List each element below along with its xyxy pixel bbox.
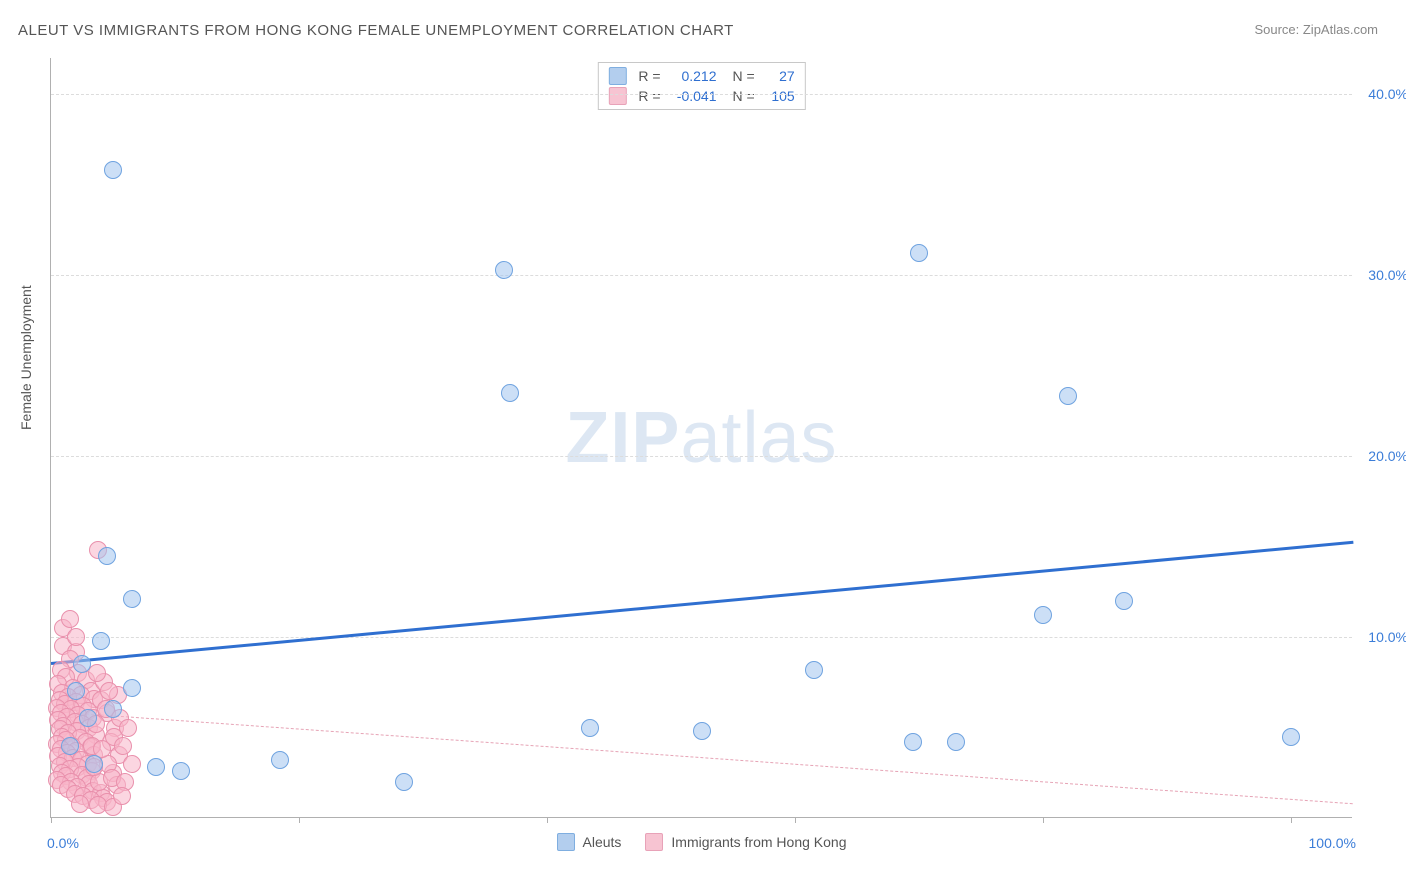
- data-point: [114, 737, 132, 755]
- data-point: [79, 709, 97, 727]
- y-tick-label: 20.0%: [1368, 448, 1406, 464]
- data-point: [123, 590, 141, 608]
- gridline: [51, 94, 1352, 95]
- data-point: [61, 737, 79, 755]
- swatch-pink-icon: [645, 833, 663, 851]
- x-tick: [547, 817, 548, 823]
- data-point: [123, 755, 141, 773]
- x-tick: [299, 817, 300, 823]
- r-label: R =: [638, 68, 660, 84]
- legend-row-hongkong: R = -0.041 N = 105: [608, 87, 794, 105]
- data-point: [61, 610, 79, 628]
- watermark: ZIPatlas: [565, 397, 837, 479]
- data-point: [495, 261, 513, 279]
- legend-label-aleuts: Aleuts: [583, 834, 622, 850]
- y-axis-label: Female Unemployment: [18, 285, 34, 430]
- r-value-hongkong: -0.041: [669, 88, 717, 104]
- data-point: [395, 773, 413, 791]
- x-tick-label-left: 0.0%: [47, 835, 79, 851]
- trend-line: [51, 541, 1353, 665]
- data-point: [172, 762, 190, 780]
- gridline: [51, 456, 1352, 457]
- data-point: [1115, 592, 1133, 610]
- watermark-light: atlas: [680, 398, 837, 478]
- data-point: [271, 751, 289, 769]
- legend-item-hongkong: Immigrants from Hong Kong: [645, 833, 846, 851]
- x-tick-label-right: 100.0%: [1309, 835, 1356, 851]
- n-value-hongkong: 105: [763, 88, 795, 104]
- data-point: [113, 787, 131, 805]
- n-label: N =: [733, 68, 755, 84]
- data-point: [92, 632, 110, 650]
- series-legend: Aleuts Immigrants from Hong Kong: [557, 833, 847, 851]
- y-tick-label: 40.0%: [1368, 86, 1406, 102]
- legend-item-aleuts: Aleuts: [557, 833, 622, 851]
- data-point: [73, 655, 91, 673]
- plot-area: ZIPatlas R = 0.212 N = 27 R = -0.041 N =…: [50, 58, 1352, 818]
- data-point: [1282, 728, 1300, 746]
- data-point: [104, 161, 122, 179]
- data-point: [1059, 387, 1077, 405]
- r-value-aleuts: 0.212: [669, 68, 717, 84]
- r-label: R =: [638, 88, 660, 104]
- x-tick: [1043, 817, 1044, 823]
- legend-row-aleuts: R = 0.212 N = 27: [608, 67, 794, 85]
- data-point: [693, 722, 711, 740]
- gridline: [51, 275, 1352, 276]
- data-point: [805, 661, 823, 679]
- data-point: [85, 755, 103, 773]
- legend-label-hongkong: Immigrants from Hong Kong: [671, 834, 846, 850]
- y-tick-label: 30.0%: [1368, 267, 1406, 283]
- correlation-legend: R = 0.212 N = 27 R = -0.041 N = 105: [597, 62, 805, 110]
- watermark-bold: ZIP: [565, 398, 680, 478]
- x-tick: [795, 817, 796, 823]
- data-point: [904, 733, 922, 751]
- x-tick: [51, 817, 52, 823]
- source-attribution: Source: ZipAtlas.com: [1254, 22, 1378, 37]
- data-point: [123, 679, 141, 697]
- data-point: [119, 719, 137, 737]
- swatch-blue-icon: [608, 67, 626, 85]
- data-point: [910, 244, 928, 262]
- y-tick-label: 10.0%: [1368, 629, 1406, 645]
- data-point: [581, 719, 599, 737]
- data-point: [947, 733, 965, 751]
- data-point: [147, 758, 165, 776]
- x-tick: [1291, 817, 1292, 823]
- data-point: [100, 682, 118, 700]
- data-point: [67, 682, 85, 700]
- data-point: [98, 547, 116, 565]
- data-point: [71, 795, 89, 813]
- swatch-blue-icon: [557, 833, 575, 851]
- data-point: [1034, 606, 1052, 624]
- swatch-pink-icon: [608, 87, 626, 105]
- data-point: [501, 384, 519, 402]
- chart-title: ALEUT VS IMMIGRANTS FROM HONG KONG FEMAL…: [18, 22, 734, 39]
- n-value-aleuts: 27: [763, 68, 795, 84]
- data-point: [67, 628, 85, 646]
- n-label: N =: [733, 88, 755, 104]
- data-point: [104, 700, 122, 718]
- chart-container: ALEUT VS IMMIGRANTS FROM HONG KONG FEMAL…: [0, 0, 1406, 892]
- gridline: [51, 637, 1352, 638]
